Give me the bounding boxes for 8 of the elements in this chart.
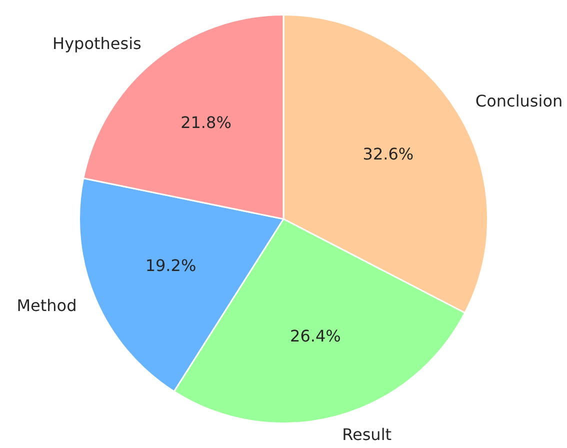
data-label: 21.8% (180, 113, 232, 132)
data-label: 19.2% (145, 256, 196, 276)
data-label: 26.4% (290, 326, 341, 346)
slice-label: Hypothesis (52, 34, 142, 54)
slice-label: Result (342, 425, 392, 444)
data-label: 32.6% (362, 144, 414, 164)
slice-label: Conclusion (475, 91, 563, 110)
slice-label: Method (16, 296, 77, 316)
